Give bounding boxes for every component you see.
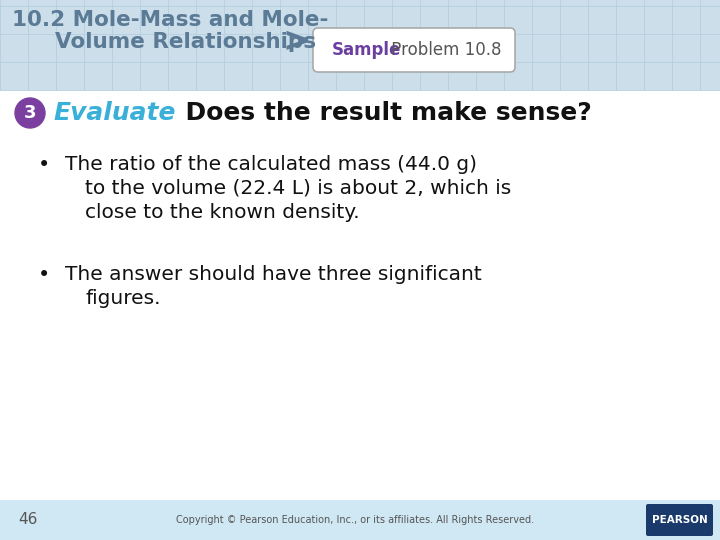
Text: Does the result make sense?: Does the result make sense? bbox=[168, 101, 592, 125]
Text: close to the known density.: close to the known density. bbox=[85, 203, 359, 222]
Text: Problem 10.8: Problem 10.8 bbox=[386, 41, 502, 59]
FancyBboxPatch shape bbox=[313, 28, 515, 72]
Text: >: > bbox=[283, 25, 311, 58]
Text: •: • bbox=[38, 155, 50, 175]
Text: Evaluate: Evaluate bbox=[53, 101, 176, 125]
Text: Volume Relationships: Volume Relationships bbox=[55, 32, 316, 52]
Circle shape bbox=[15, 98, 45, 128]
FancyBboxPatch shape bbox=[0, 0, 720, 90]
Text: PEARSON: PEARSON bbox=[652, 515, 707, 525]
Text: Copyright © Pearson Education, Inc., or its affiliates. All Rights Reserved.: Copyright © Pearson Education, Inc., or … bbox=[176, 515, 534, 525]
Text: Sample: Sample bbox=[332, 41, 401, 59]
Text: The answer should have three significant: The answer should have three significant bbox=[65, 265, 482, 284]
Text: 46: 46 bbox=[18, 512, 37, 528]
FancyBboxPatch shape bbox=[646, 504, 713, 536]
Text: •: • bbox=[38, 265, 50, 285]
Text: to the volume (22.4 L) is about 2, which is: to the volume (22.4 L) is about 2, which… bbox=[85, 179, 511, 198]
Text: 10.2 Mole-Mass and Mole-: 10.2 Mole-Mass and Mole- bbox=[12, 10, 328, 30]
Text: The ratio of the calculated mass (44.0 g): The ratio of the calculated mass (44.0 g… bbox=[65, 155, 477, 174]
FancyBboxPatch shape bbox=[0, 90, 720, 500]
Text: 3: 3 bbox=[24, 104, 36, 122]
FancyBboxPatch shape bbox=[0, 500, 720, 540]
Text: figures.: figures. bbox=[85, 289, 161, 308]
